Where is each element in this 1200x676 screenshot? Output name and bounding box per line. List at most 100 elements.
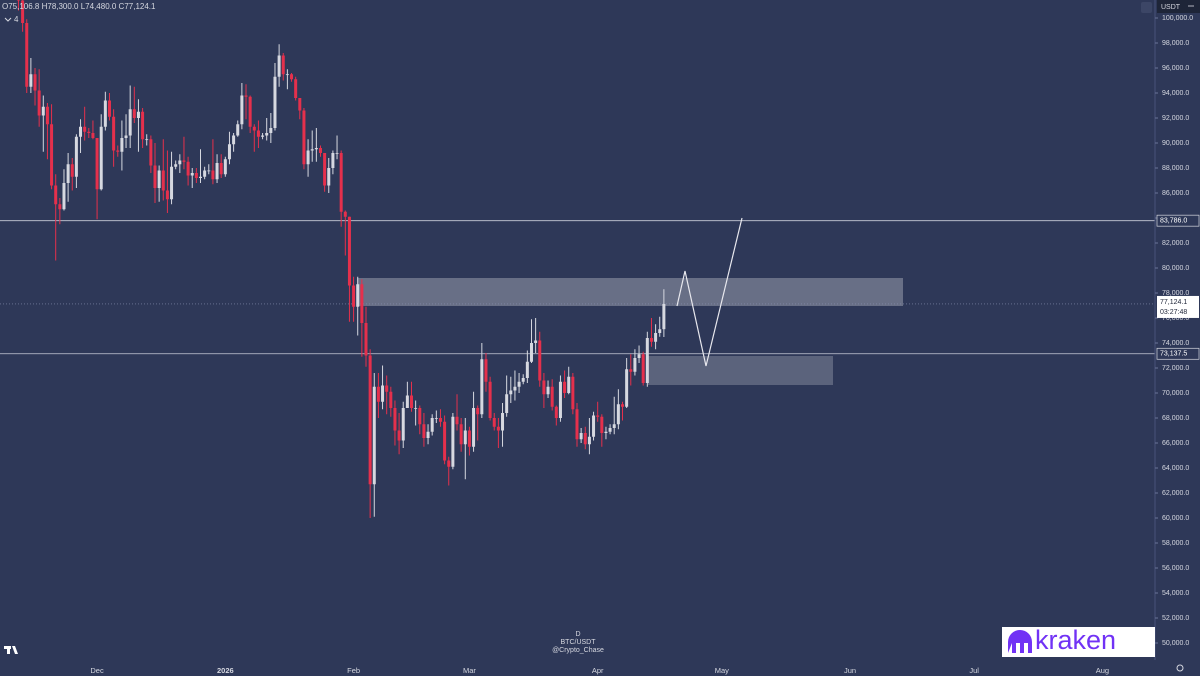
y-tick-label: 74,000.0 [1162, 340, 1189, 347]
candle-body [658, 329, 662, 333]
candle-body [236, 124, 240, 136]
candle-body [509, 390, 513, 395]
candle-body [306, 150, 310, 165]
candle-body [136, 111, 140, 118]
x-tick-label: Apr [592, 666, 604, 675]
candle-body [455, 416, 459, 425]
candle-body [29, 74, 33, 87]
candle-body [401, 408, 405, 441]
candles [16, 0, 666, 518]
y-tick-label: 82,000.0 [1162, 240, 1189, 247]
candle-body [87, 131, 91, 133]
candle-body [318, 148, 322, 153]
candle-body [447, 460, 451, 467]
candle-body [112, 116, 116, 151]
level-label-box [1156, 347, 1200, 360]
candle-body [414, 408, 418, 409]
y-tick-label: 64,000.0 [1162, 465, 1189, 472]
last-price-box [1157, 295, 1199, 318]
y-tick-label: 86,000.0 [1162, 190, 1189, 197]
candle-body [492, 418, 496, 427]
ohlc-legend: O75,106.8 H78,300.0 L74,480.0 C77,124.1 [2, 2, 156, 11]
y-tick-label: 100,000.0 [1162, 15, 1193, 22]
y-tick-label: 50,000.0 [1162, 640, 1189, 647]
candle-body [534, 340, 538, 343]
candle-body [385, 385, 389, 392]
candle-body [451, 416, 455, 467]
x-tick-label: Dec [90, 666, 104, 675]
candle-body [368, 355, 372, 485]
candle-body [161, 170, 165, 191]
candle-body [513, 386, 517, 391]
candle-body [405, 395, 409, 408]
candle-body [91, 133, 95, 138]
candle-body [103, 100, 107, 127]
indicator-count: 4 [14, 15, 19, 24]
candle-body [203, 170, 207, 177]
candle-body [575, 409, 579, 440]
candle-body [70, 164, 74, 177]
candle-body [261, 135, 265, 137]
candle-body [587, 436, 591, 445]
candle-body [579, 433, 583, 440]
settings-icon[interactable] [1176, 664, 1184, 672]
candle-body [207, 170, 211, 172]
levels [0, 220, 1155, 355]
candle-body [107, 100, 111, 117]
candle-body [505, 394, 509, 413]
x-tick-label: Jun [844, 666, 856, 675]
toggle-icon[interactable] [1141, 2, 1152, 13]
support-zone [648, 356, 833, 385]
y-tick-label: 98,000.0 [1162, 40, 1189, 47]
y-tick-label: 60,000.0 [1162, 515, 1189, 522]
candle-body [323, 153, 327, 186]
candle-body [571, 376, 575, 410]
tradingview-logo[interactable] [4, 646, 18, 654]
candle-body [273, 76, 277, 128]
candle-body [153, 165, 157, 188]
candle-body [335, 153, 339, 154]
candle-body [95, 138, 99, 190]
candle-body [252, 126, 256, 131]
x-tick-label: 2026 [217, 666, 234, 675]
y-tick-label: 76,000.0 [1162, 315, 1189, 322]
projection-path [676, 217, 743, 367]
candle-body [621, 404, 625, 407]
candle-body [472, 408, 476, 447]
candle-body [467, 430, 471, 447]
candle-body [608, 428, 612, 432]
candle-body [41, 106, 45, 116]
candle-body [649, 338, 653, 342]
interval-label: D [575, 631, 580, 638]
candle-body [596, 415, 600, 417]
candle-body [265, 133, 269, 136]
x-tick-label: Jul [969, 666, 979, 675]
y-tick-label: 80,000.0 [1162, 265, 1189, 272]
candle-body [132, 109, 136, 118]
last-price-label: 77,124.1 [1160, 299, 1187, 306]
candle-body [50, 124, 54, 186]
candle-body [604, 431, 608, 433]
x-tick-label: Mar [463, 666, 476, 675]
candle-body [165, 190, 169, 200]
y-tick-label: 70,000.0 [1162, 390, 1189, 397]
candle-body [443, 421, 447, 461]
logo-part [7, 646, 10, 654]
currency-box[interactable] [1157, 0, 1200, 13]
candle-body [256, 130, 260, 137]
candle-body [583, 433, 587, 445]
candle-body [211, 170, 215, 180]
candle-body [550, 386, 554, 407]
candle-body [145, 139, 149, 141]
candle-body [194, 173, 198, 178]
candle-body [521, 378, 525, 382]
candle-body [546, 386, 550, 395]
level-label: 73,137.5 [1160, 351, 1187, 358]
candle-body [248, 96, 252, 127]
candle-body [310, 149, 314, 151]
y-tick-label: 78,000.0 [1162, 290, 1189, 297]
collapse-chevron[interactable] [4, 17, 12, 22]
y-tick-label: 96,000.0 [1162, 65, 1189, 72]
candle-body [517, 381, 521, 387]
